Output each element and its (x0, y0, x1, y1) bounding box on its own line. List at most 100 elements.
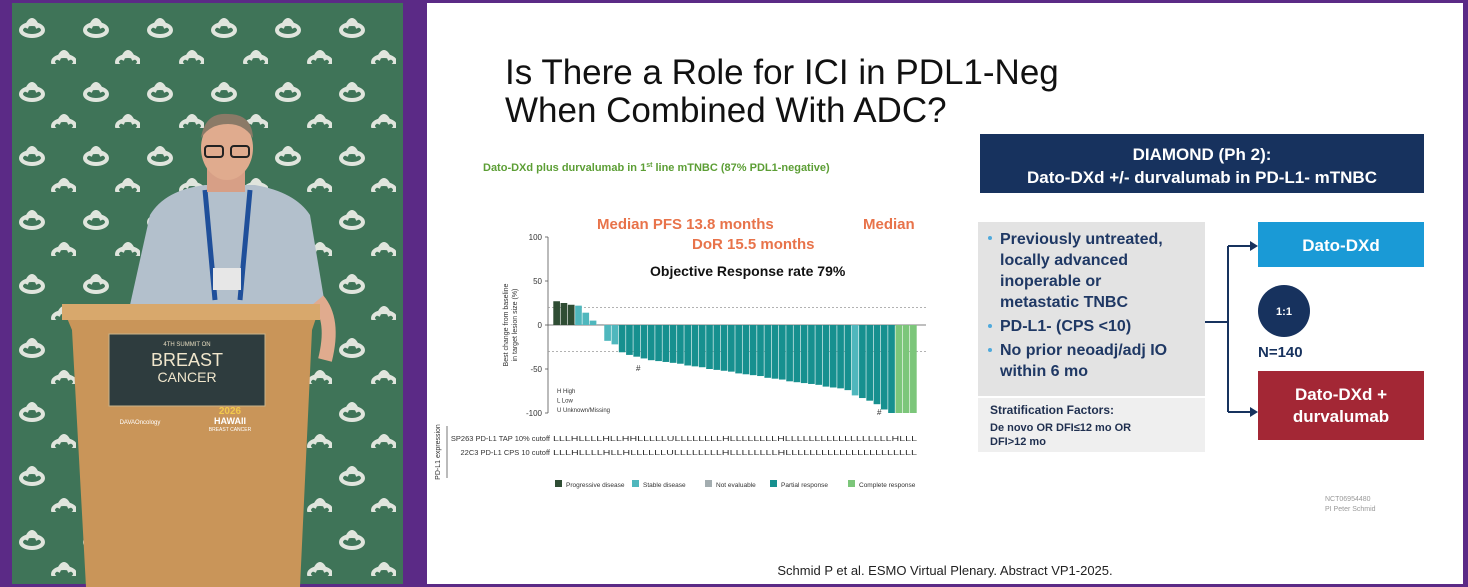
footnote-marker: # (877, 408, 882, 417)
legend-swatch (632, 480, 639, 487)
bar (757, 325, 764, 377)
arm-a-label: Dato-DXd (1302, 236, 1379, 255)
bar (669, 325, 677, 363)
bar (655, 325, 662, 362)
bar (633, 325, 641, 357)
bullet-text: inoperable or (1000, 273, 1101, 290)
randomization-circle (1258, 285, 1310, 337)
bar (844, 325, 852, 391)
legend-label: Progressive disease (566, 482, 625, 489)
annotation: Median (863, 216, 915, 233)
arm-a-box (1258, 222, 1424, 267)
trial-id: NCT06954480 (1325, 496, 1371, 503)
arm-b-box (1258, 371, 1424, 440)
bar (764, 325, 772, 378)
bar (567, 304, 575, 325)
bar (596, 324, 604, 325)
bar (626, 325, 633, 355)
bar (720, 325, 728, 371)
bar (873, 325, 881, 405)
sign-sub: BREAST CANCER (209, 427, 252, 433)
annotation: Objective Response rate 79% (650, 263, 846, 279)
principal-investigator: PI Peter Schmid (1325, 506, 1376, 513)
bullet-text: locally advanced (1000, 252, 1128, 269)
slide-title: Is There a Role for ICI in PDL1-Neg (505, 53, 1059, 92)
bar (713, 325, 721, 370)
bar (691, 325, 699, 367)
bar (647, 325, 655, 361)
legend-swatch (770, 480, 777, 487)
bar (800, 325, 808, 384)
bar (902, 325, 910, 413)
bar (793, 325, 801, 383)
legend-label: Not evaluable (716, 482, 756, 489)
bar (582, 312, 590, 325)
subtitle-sup: st (646, 162, 653, 169)
subtitle-text: line mTNBC (87% PDL1-negative) (652, 162, 830, 174)
legend-swatch (555, 480, 562, 487)
expression-codes: LLLHLLLLHLLHLLLLLLULLLLLLLLHLLLLLLLLHLLL… (553, 448, 917, 457)
bar (575, 305, 582, 325)
bar (735, 325, 742, 374)
annotation: DoR 15.5 months (692, 236, 815, 253)
bar (866, 325, 874, 401)
bar (859, 325, 866, 399)
stratification-box (978, 398, 1205, 452)
arm-b-label: Dato-DXd + (1295, 385, 1387, 404)
trial-diagram: DIAMOND (Ph 2): Dato-DXd +/- durvalumab … (978, 134, 1424, 513)
bullet-text: metastatic TNBC (1000, 294, 1128, 311)
sign-year: 2026 (219, 406, 242, 417)
y-tick-label: -50 (530, 365, 542, 374)
sign-line1: BREAST (151, 350, 223, 370)
subtitle-text: Dato-DXd plus durvalumab in 1 (483, 162, 646, 174)
bar (778, 325, 786, 380)
bullet-text: PD-L1- (CPS <10) (1000, 318, 1131, 335)
bar (560, 303, 568, 325)
bar (910, 325, 917, 413)
bar (589, 320, 597, 325)
bar (706, 325, 713, 369)
expression-key: H High (557, 389, 575, 395)
speaker-video: 4TH SUMMIT ON BREAST CANCER DAVAOncology… (12, 3, 403, 587)
y-tick-label: 50 (533, 277, 542, 286)
bar (851, 325, 859, 396)
bar (808, 325, 815, 384)
bar (837, 325, 844, 389)
bullet-text: Previously untreated, (1000, 231, 1163, 248)
header-text: Dato-DXd +/- durvalumab in PD-L1- mTNBC (1027, 168, 1377, 187)
bar (888, 325, 895, 413)
expression-row-name: SP263 PD-L1 TAP 10% cutoff (451, 434, 551, 443)
bar (728, 325, 735, 372)
header-box (980, 134, 1424, 193)
stratification-text: De novo OR DFI≤12 mo OR (990, 422, 1131, 434)
citation: Schmid P et al. ESMO Virtual Plenary. Ab… (777, 563, 1112, 578)
annotation: Median PFS 13.8 months (597, 216, 774, 233)
bar (786, 325, 793, 382)
bullet-text: No prior neoadj/adj IO (1000, 342, 1167, 359)
legend-swatch (705, 480, 712, 487)
stratification-title: Stratification Factors: (990, 403, 1114, 417)
y-tick-label: -100 (526, 409, 543, 418)
y-tick-label: 100 (529, 233, 543, 242)
bar (822, 325, 830, 387)
bar (698, 325, 706, 368)
y-axis-label: in target lesion size (%) (512, 289, 519, 362)
footnote-marker: # (636, 364, 641, 373)
bar (553, 301, 560, 325)
bar (684, 325, 692, 366)
bar (880, 325, 888, 410)
sign-line2: CANCER (157, 369, 216, 385)
sign-place: HAWAII (214, 416, 246, 426)
legend-label: Complete response (859, 482, 916, 489)
bullet-text: within 6 mo (999, 363, 1088, 380)
sample-size: N=140 (1258, 344, 1303, 361)
arm-b-label: durvalumab (1293, 407, 1389, 426)
bar (677, 325, 684, 364)
eligibility-box (978, 222, 1205, 396)
expression-key: U Unknown/Missing (557, 408, 610, 414)
chart-subtitle: Dato-DXd plus durvalumab in 1st line mTN… (483, 162, 830, 174)
bar (742, 325, 750, 375)
sign-edition: 4TH SUMMIT ON (163, 342, 210, 348)
expression-codes: LLLHLLLLHLLHHLLLLLULLLLLLLLHLLLLLLLLHLLL… (553, 434, 917, 443)
